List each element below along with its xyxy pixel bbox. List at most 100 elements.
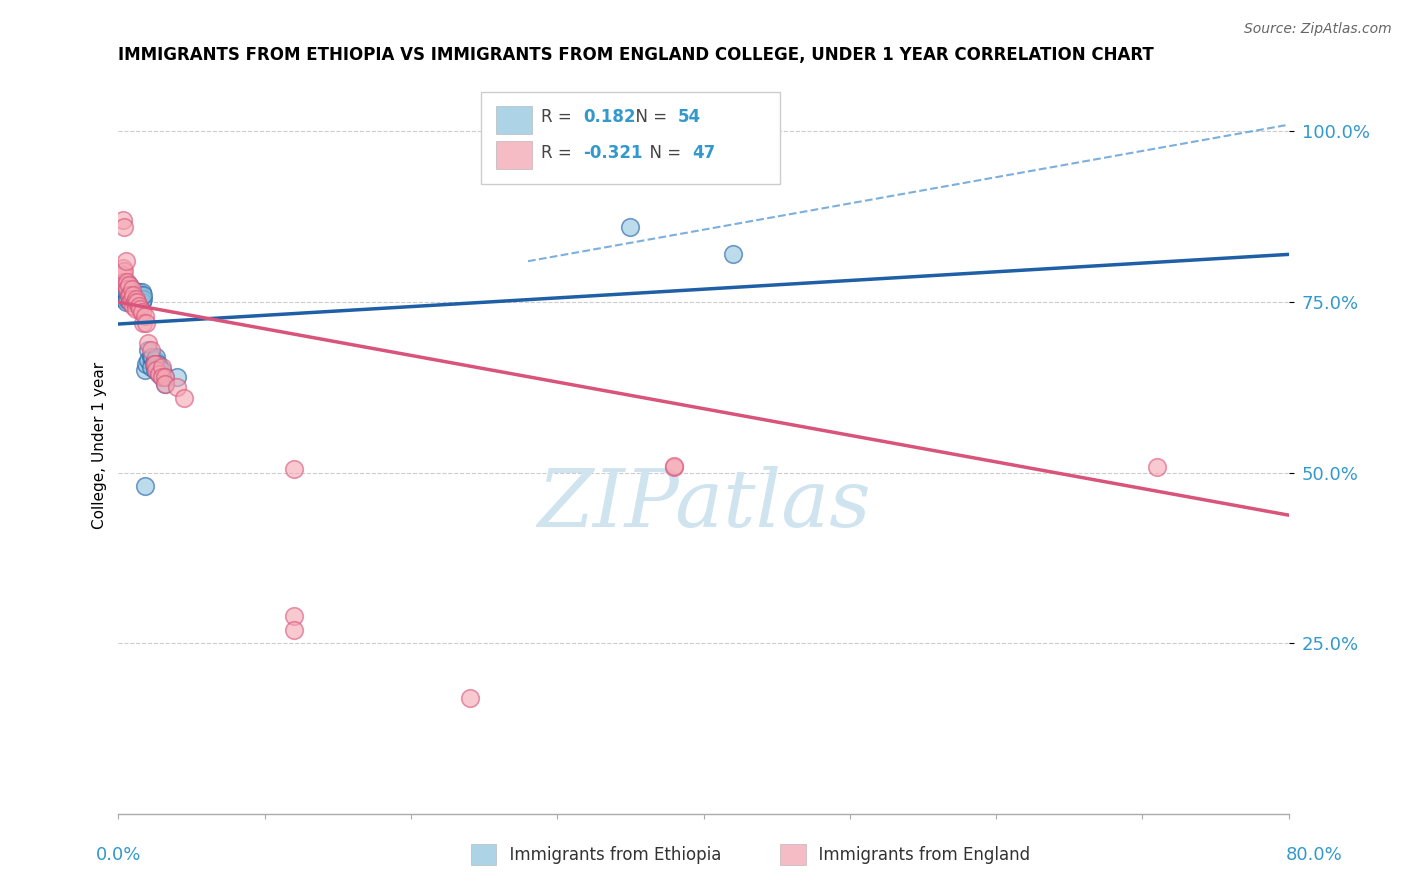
Point (120, 295, 142, 310)
Point (114, 285, 136, 299)
Text: 0.0%: 0.0% (96, 846, 141, 863)
Point (148, 367, 170, 381)
Point (121, 292, 143, 306)
Point (111, 260, 134, 275)
Point (127, 292, 149, 306)
Point (132, 288, 155, 302)
Text: -0.321: -0.321 (583, 144, 643, 161)
Point (155, 370, 177, 384)
Point (143, 357, 166, 371)
Point (135, 357, 157, 371)
Point (166, 370, 188, 384)
Point (131, 305, 153, 319)
Point (155, 377, 177, 392)
Point (134, 309, 156, 323)
Text: 54: 54 (678, 109, 702, 127)
Text: Source: ZipAtlas.com: Source: ZipAtlas.com (1244, 22, 1392, 37)
Text: N =: N = (626, 109, 672, 127)
Point (112, 264, 135, 278)
Point (118, 278, 141, 293)
Text: Immigrants from England: Immigrants from England (808, 846, 1031, 863)
Point (111, 288, 134, 302)
Point (283, 623, 305, 637)
Point (115, 281, 138, 295)
Text: 80.0%: 80.0% (1286, 846, 1343, 863)
Point (136, 336, 159, 351)
Text: IMMIGRANTS FROM ETHIOPIA VS IMMIGRANTS FROM ENGLAND COLLEGE, UNDER 1 YEAR CORREL: IMMIGRANTS FROM ETHIOPIA VS IMMIGRANTS F… (118, 46, 1154, 64)
Point (283, 609, 305, 624)
Point (114, 295, 136, 310)
Point (128, 299, 150, 313)
Point (118, 278, 141, 293)
Text: 47: 47 (692, 144, 716, 161)
Point (125, 301, 148, 316)
Point (114, 288, 136, 302)
Point (134, 479, 156, 493)
Point (114, 275, 136, 289)
Point (128, 295, 150, 310)
Point (121, 281, 143, 295)
Point (129, 301, 152, 316)
Point (155, 370, 177, 384)
Point (283, 462, 305, 476)
Point (148, 359, 170, 374)
Point (125, 292, 148, 306)
Point (132, 292, 155, 306)
Point (134, 363, 156, 377)
Point (155, 377, 177, 392)
Point (120, 295, 142, 310)
Point (122, 299, 145, 313)
Point (1146, 460, 1168, 475)
Point (124, 295, 146, 310)
Point (142, 357, 165, 371)
Point (115, 281, 138, 295)
Point (111, 278, 134, 293)
FancyBboxPatch shape (481, 92, 780, 184)
Point (125, 292, 148, 306)
Point (112, 220, 135, 235)
Point (139, 343, 162, 357)
Point (127, 288, 149, 302)
Point (127, 295, 149, 310)
Point (150, 370, 173, 384)
Point (458, 691, 481, 706)
Point (120, 288, 142, 302)
Point (664, 460, 686, 475)
Point (128, 285, 150, 299)
Point (141, 350, 163, 364)
Point (118, 288, 141, 302)
Point (619, 220, 641, 235)
Point (112, 292, 135, 306)
Point (114, 278, 136, 293)
Point (146, 357, 169, 371)
Point (148, 367, 170, 381)
Point (129, 288, 152, 302)
Point (145, 350, 167, 364)
Text: R =: R = (541, 144, 576, 161)
Point (143, 353, 166, 368)
Point (111, 213, 134, 227)
Point (122, 288, 145, 302)
Point (112, 275, 135, 289)
Point (125, 285, 148, 299)
Point (129, 292, 152, 306)
Point (142, 357, 165, 371)
Point (118, 288, 141, 302)
Point (150, 359, 173, 374)
Point (120, 285, 142, 299)
Point (132, 316, 155, 330)
Text: N =: N = (640, 144, 686, 161)
Text: Immigrants from Ethiopia: Immigrants from Ethiopia (499, 846, 721, 863)
Point (115, 275, 138, 289)
Text: R =: R = (541, 109, 576, 127)
Point (150, 363, 173, 377)
Y-axis label: College, Under 1 year: College, Under 1 year (93, 362, 107, 529)
Point (139, 350, 162, 364)
Point (173, 391, 195, 405)
Point (131, 295, 153, 310)
Point (121, 281, 143, 295)
Point (145, 363, 167, 377)
Point (721, 247, 744, 261)
Point (112, 281, 135, 295)
Point (124, 295, 146, 310)
